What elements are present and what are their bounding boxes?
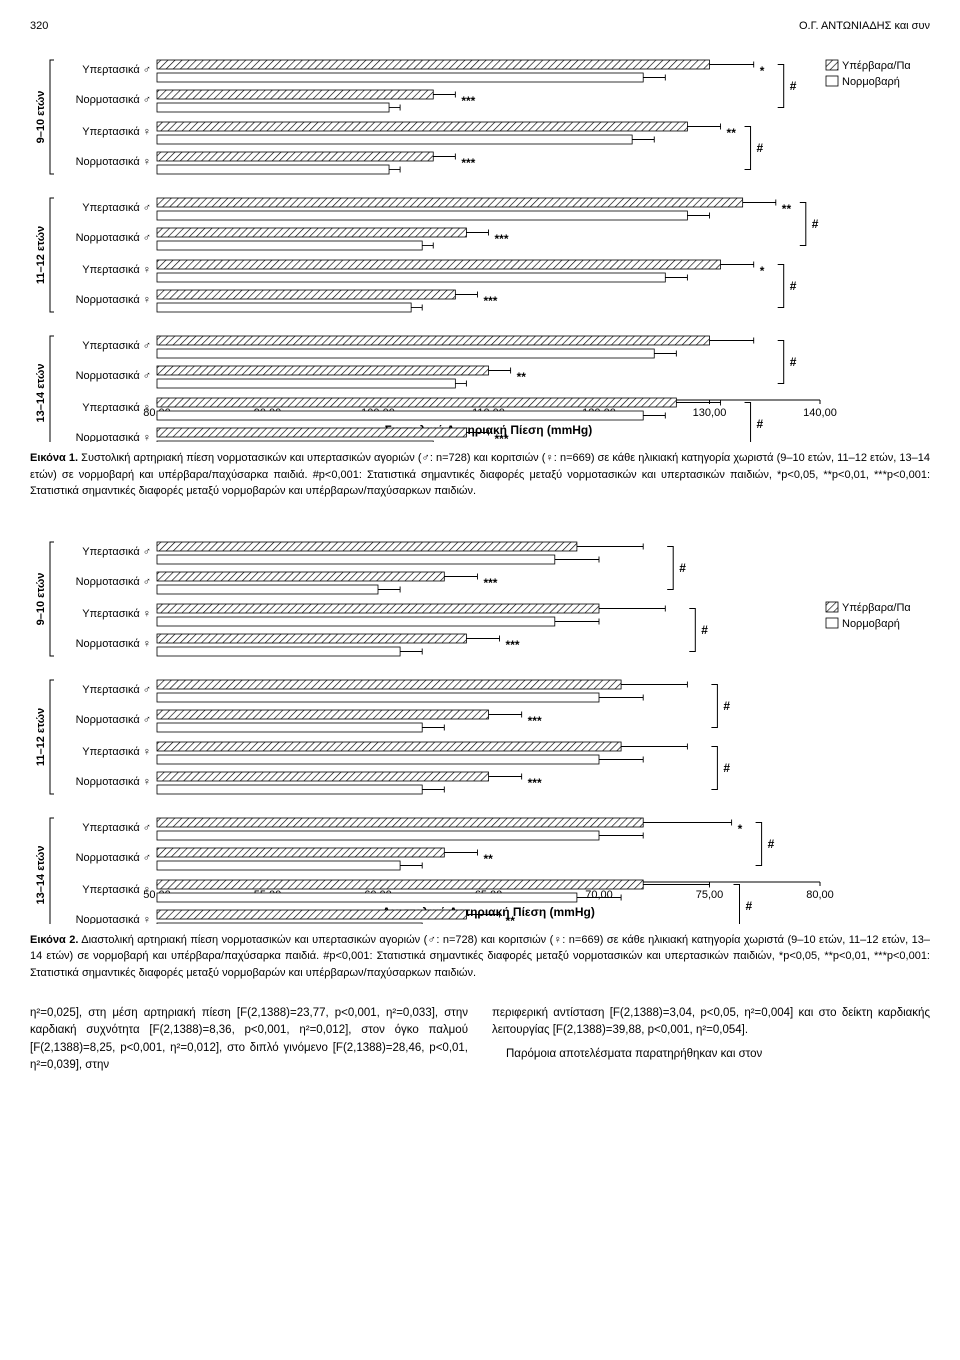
svg-text:Υπερτασικά ♀: Υπερτασικά ♀: [82, 126, 151, 138]
svg-text:***: ***: [461, 94, 475, 108]
svg-text:Υπερτασικά ♀: Υπερτασικά ♀: [82, 884, 151, 896]
svg-text:*: *: [760, 64, 765, 78]
svg-text:***: ***: [495, 232, 509, 246]
svg-text:Νορμοτασικά ♂: Νορμοτασικά ♂: [76, 370, 151, 382]
svg-text:Υπερτασικά ♂: Υπερτασικά ♂: [82, 684, 151, 696]
body-right-column: περιφερική αντίσταση [F(2,1388)=3,04, p<…: [492, 1005, 930, 1074]
svg-text:Νορμοτασικά ♂: Νορμοτασικά ♂: [76, 232, 151, 244]
svg-text:**: **: [727, 126, 737, 140]
svg-text:Νορμοβαρή: Νορμοβαρή: [842, 76, 900, 88]
caption2-text: Διαστολική αρτηριακή πίεση νορμοτασικών …: [30, 934, 930, 979]
svg-text:130,00: 130,00: [693, 407, 727, 419]
svg-text:**: **: [517, 370, 527, 384]
svg-text:**: **: [506, 914, 516, 924]
svg-text:80,00: 80,00: [806, 889, 834, 901]
svg-text:#: #: [790, 355, 797, 369]
svg-text:Υπερτασικά ♂: Υπερτασικά ♂: [82, 340, 151, 352]
svg-text:Νορμοτασικά ♂: Νορμοτασικά ♂: [76, 576, 151, 588]
caption2-lead: Εικόνα 2.: [30, 934, 78, 946]
svg-text:Νορμοτασικά ♂: Νορμοτασικά ♂: [76, 852, 151, 864]
body-left: η²=0,025], στη μέση αρτηριακή πίεση [F(2…: [30, 1007, 468, 1071]
svg-text:Υπέρβαρα/Παχύσαρκα: Υπέρβαρα/Παχύσαρκα: [842, 602, 910, 614]
svg-text:#: #: [757, 417, 764, 431]
svg-text:11–12 ετών: 11–12 ετών: [35, 707, 47, 765]
svg-text:***: ***: [483, 576, 497, 590]
svg-text:9–10 ετών: 9–10 ετών: [35, 572, 47, 625]
body-left-column: η²=0,025], στη μέση αρτηριακή πίεση [F(2…: [30, 1005, 468, 1074]
figure1-svg: 80,0090,00100,00110,00120,00130,00140,00…: [30, 42, 910, 442]
svg-text:***: ***: [495, 432, 509, 442]
svg-text:#: #: [701, 623, 708, 637]
svg-text:Υπερτασικά ♀: Υπερτασικά ♀: [82, 608, 151, 620]
body-right: περιφερική αντίσταση [F(2,1388)=3,04, p<…: [492, 1007, 930, 1036]
caption1-text: Συστολική αρτηριακή πίεση νορμοτασικών κ…: [30, 452, 930, 497]
svg-text:Νορμοτασικά ♀: Νορμοτασικά ♀: [76, 156, 151, 168]
svg-text:Νορμοτασικά ♂: Νορμοτασικά ♂: [76, 94, 151, 106]
svg-text:Υπερτασικά ♂: Υπερτασικά ♂: [82, 546, 151, 558]
svg-text:#: #: [768, 837, 775, 851]
figure1-caption: Εικόνα 1. Συστολική αρτηριακή πίεση νορμ…: [30, 450, 930, 500]
svg-text:9–10 ετών: 9–10 ετών: [35, 91, 47, 144]
svg-text:Υπερτασικά ♂: Υπερτασικά ♂: [82, 64, 151, 76]
svg-text:75,00: 75,00: [696, 889, 724, 901]
svg-text:*: *: [760, 264, 765, 278]
svg-text:Νορμοτασικά ♀: Νορμοτασικά ♀: [76, 776, 151, 788]
svg-text:Νορμοτασικά ♀: Νορμοτασικά ♀: [76, 294, 151, 306]
svg-text:Υπερτασικά ♀: Υπερτασικά ♀: [82, 402, 151, 414]
svg-text:#: #: [812, 217, 819, 231]
svg-text:Υπέρβαρα/Παχύσαρκα: Υπέρβαρα/Παχύσαρκα: [842, 60, 910, 72]
svg-text:#: #: [757, 141, 764, 155]
figure2-caption: Εικόνα 2. Διαστολική αρτηριακή πίεση νορ…: [30, 932, 930, 982]
svg-text:140,00: 140,00: [803, 407, 837, 419]
svg-text:***: ***: [483, 294, 497, 308]
svg-text:***: ***: [461, 156, 475, 170]
svg-text:13–14 ετών: 13–14 ετών: [35, 364, 47, 423]
svg-text:**: **: [782, 202, 792, 216]
figure2-svg: 50,0055,0060,0065,0070,0075,0080,00Διαστ…: [30, 524, 910, 924]
svg-text:#: #: [723, 761, 730, 775]
svg-text:Νορμοτασικά ♀: Νορμοτασικά ♀: [76, 638, 151, 650]
svg-text:Υπερτασικά ♀: Υπερτασικά ♀: [82, 746, 151, 758]
svg-text:#: #: [723, 699, 730, 713]
figure1-chart: 80,0090,00100,00110,00120,00130,00140,00…: [30, 42, 930, 442]
svg-text:70,00: 70,00: [585, 889, 613, 901]
svg-text:Νορμοβαρή: Νορμοβαρή: [842, 618, 900, 630]
svg-text:Νορμοτασικά ♂: Νορμοτασικά ♂: [76, 714, 151, 726]
svg-text:***: ***: [528, 776, 542, 790]
page-header: 320 Ο.Γ. ΑΝΤΩΝΙΑΔΗΣ και συν: [30, 20, 930, 32]
svg-text:***: ***: [528, 714, 542, 728]
running-title: Ο.Γ. ΑΝΤΩΝΙΑΔΗΣ και συν: [799, 20, 930, 32]
svg-text:Νορμοτασικά ♀: Νορμοτασικά ♀: [76, 432, 151, 442]
svg-text:Νορμοτασικά ♀: Νορμοτασικά ♀: [76, 914, 151, 924]
svg-text:11–12 ετών: 11–12 ετών: [35, 226, 47, 284]
figure2-chart: 50,0055,0060,0065,0070,0075,0080,00Διαστ…: [30, 524, 930, 924]
caption1-lead: Εικόνα 1.: [30, 452, 78, 464]
body-right-last: Παρόμοια αποτελέσματα παρατηρήθηκαν και …: [492, 1046, 762, 1063]
svg-text:***: ***: [506, 638, 520, 652]
svg-text:Υπερτασικά ♀: Υπερτασικά ♀: [82, 264, 151, 276]
svg-text:13–14 ετών: 13–14 ετών: [35, 845, 47, 904]
svg-text:Υπερτασικά ♂: Υπερτασικά ♂: [82, 202, 151, 214]
body-text: η²=0,025], στη μέση αρτηριακή πίεση [F(2…: [30, 1005, 930, 1074]
page-number: 320: [30, 20, 48, 32]
svg-text:#: #: [679, 561, 686, 575]
svg-text:#: #: [790, 279, 797, 293]
svg-text:*: *: [738, 822, 743, 836]
svg-text:#: #: [790, 79, 797, 93]
svg-text:Υπερτασικά ♂: Υπερτασικά ♂: [82, 822, 151, 834]
svg-text:**: **: [483, 852, 493, 866]
svg-text:#: #: [746, 899, 753, 913]
